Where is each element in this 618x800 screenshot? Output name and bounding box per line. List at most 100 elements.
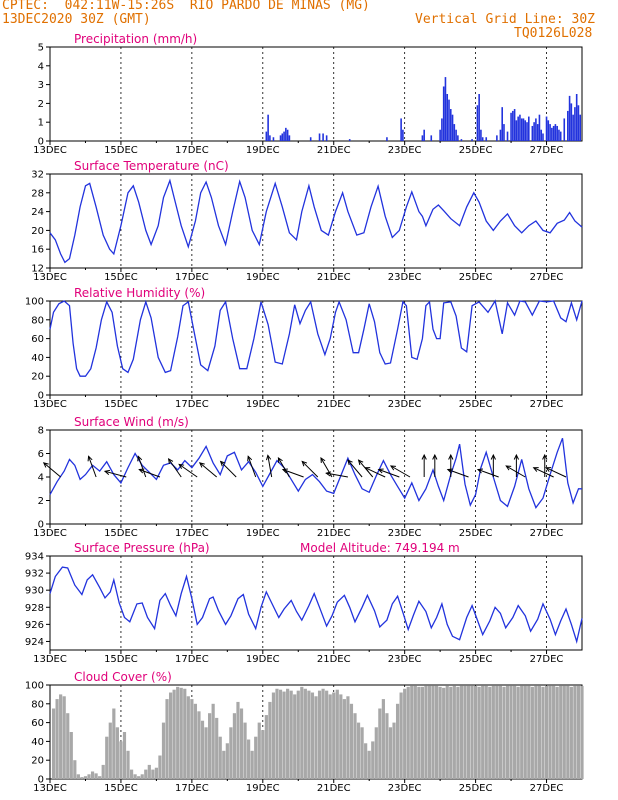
precip-bar: [267, 114, 269, 141]
wind-vector-head: [137, 455, 143, 462]
cloud-bar: [90, 771, 95, 779]
cloud-xtick-label: 21DEC: [317, 783, 351, 794]
precip-bar: [402, 129, 404, 141]
cloud-bar: [62, 696, 66, 779]
precip-bar: [517, 116, 519, 141]
cloud-bar: [562, 685, 566, 779]
precip-bar: [286, 129, 289, 141]
cloud-bar: [395, 703, 400, 779]
precip-bar: [535, 118, 537, 141]
cloud-xtick-label: 23DEC: [388, 783, 422, 794]
precip-ytick-label: 1: [38, 118, 44, 129]
wind-frame: [49, 429, 583, 525]
cloud-bar: [165, 699, 169, 779]
precip-bar: [512, 110, 514, 141]
cloud-bar: [112, 708, 116, 779]
cloud-bar: [119, 741, 123, 779]
wind-xtick-label: 21DEC: [317, 528, 351, 539]
rh-xtick-label: 23DEC: [388, 399, 422, 410]
precip-bar: [325, 135, 328, 141]
precip-bar: [519, 114, 521, 141]
cloud-bar: [434, 685, 439, 779]
temp-xtick-label: 15DEC: [104, 272, 138, 283]
temp-frame: [49, 173, 583, 269]
cloud-bar: [371, 741, 375, 779]
cloud-bar: [300, 686, 304, 779]
precip-xtick-label: 23DEC: [388, 145, 422, 156]
cloud-bar: [406, 686, 410, 779]
rh-xtick-label: 21DEC: [317, 399, 351, 410]
wind-vector: [378, 469, 400, 478]
wind-vector-head: [301, 460, 308, 467]
wind-vector: [199, 462, 218, 478]
cloud-bar: [474, 685, 478, 779]
pres-ytick-label: 924: [25, 637, 44, 648]
cloud-bar: [513, 685, 517, 779]
cloud-bar: [520, 685, 524, 779]
precip-bar: [568, 95, 571, 141]
cloud-bar: [204, 727, 208, 779]
cloud-bar: [431, 685, 435, 779]
precip-ytick-label: 5: [38, 43, 44, 54]
cloud-bar: [218, 736, 222, 779]
cloud-bar: [505, 685, 510, 779]
cloud-bar: [410, 685, 414, 779]
precip-bar: [444, 77, 447, 141]
wind-vector: [282, 469, 304, 478]
cloud-bar: [278, 689, 283, 779]
precip-bar: [559, 131, 562, 141]
wind-vector: [247, 456, 257, 478]
cloud-bar: [527, 685, 531, 779]
cloud-bar: [154, 767, 158, 779]
precip-bar: [547, 120, 550, 141]
temp-ytick-label: 32: [31, 170, 44, 181]
precip-bar: [288, 135, 291, 141]
precip-bar: [478, 94, 480, 141]
cloud-bar: [335, 689, 339, 779]
precip-bar: [451, 114, 454, 141]
header-title: CPTEC: 042:11W-15:26S RIO PARDO DE MINAS…: [2, 0, 370, 13]
precip-bar: [579, 114, 582, 141]
precip-bar: [430, 135, 433, 141]
precip-bar: [567, 110, 569, 141]
temp-series-line: [49, 178, 583, 264]
precip-bar: [575, 94, 578, 141]
cloud-bar: [388, 727, 393, 779]
temp-xtick-label: 27DEC: [530, 272, 564, 283]
header-grid-note: Vertical Grid Line: 30Z: [415, 12, 596, 27]
precip-bar: [322, 133, 324, 141]
precip-bar: [528, 116, 530, 141]
pres-series-line: [49, 566, 583, 644]
precip-bar: [574, 107, 576, 141]
wind-vector: [347, 459, 363, 478]
pres-ytick-label: 934: [25, 552, 44, 563]
cloud-bar: [161, 722, 166, 779]
wind-vector: [137, 456, 147, 478]
precip-title: Precipitation (mm/h): [74, 32, 197, 46]
cloud-bar: [325, 690, 329, 779]
precip-xtick-label: 13DEC: [33, 145, 67, 156]
cloud-bar: [364, 743, 368, 779]
cloud-bar: [516, 686, 520, 779]
cloud-bar: [360, 727, 364, 779]
precip-bar: [545, 116, 548, 141]
cloud-bar: [374, 727, 378, 779]
precip-bar: [269, 135, 271, 141]
wind-vector: [447, 469, 469, 478]
precip-bar: [538, 114, 541, 141]
cloud-bar: [172, 689, 176, 779]
precip-bar: [283, 131, 285, 141]
wind-vector: [301, 461, 319, 478]
cloud-bar: [491, 685, 495, 779]
cloud-bar: [250, 750, 254, 779]
wind-series-line: [49, 437, 582, 509]
cloud-bar: [186, 696, 190, 779]
rh-ytick-label: 40: [31, 353, 44, 364]
rh-xtick-label: 27DEC: [530, 399, 564, 410]
wind-vector-head: [448, 453, 454, 460]
cloud-bar: [176, 686, 180, 779]
wind-vector-head: [476, 468, 484, 474]
pres-xtick-label: 19DEC: [246, 654, 280, 665]
temp-xtick-label: 19DEC: [246, 272, 280, 283]
cloud-bar: [328, 694, 332, 779]
